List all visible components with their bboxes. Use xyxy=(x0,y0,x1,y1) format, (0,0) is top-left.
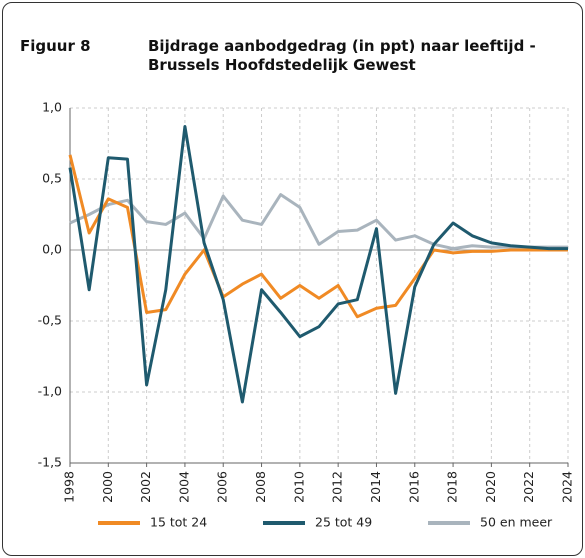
y-tick-label: 0,0 xyxy=(42,242,62,257)
x-tick-label: 1998 xyxy=(62,471,77,503)
x-tick-label: 2022 xyxy=(521,471,536,503)
x-tick-label: 2012 xyxy=(330,471,345,503)
x-tick-label: 2010 xyxy=(291,471,306,503)
x-tick-label: 2004 xyxy=(176,471,191,503)
legend-label: 25 tot 49 xyxy=(315,515,372,530)
x-tick-label: 2008 xyxy=(253,471,268,503)
x-tick-label: 2018 xyxy=(445,471,460,503)
y-tick-label: 0,5 xyxy=(42,171,62,186)
x-tick-label: 2006 xyxy=(215,471,230,503)
x-tick-label: 2024 xyxy=(560,471,575,503)
x-tick-label: 2020 xyxy=(483,471,498,503)
series-line xyxy=(68,154,568,319)
x-tick-label: 2014 xyxy=(368,471,383,503)
y-tick-label: 1,0 xyxy=(42,100,62,115)
series-line xyxy=(68,124,568,404)
legend-label: 50 en meer xyxy=(480,515,553,530)
y-tick-label: -0,5 xyxy=(38,313,62,328)
x-tick-label: 2002 xyxy=(138,471,153,503)
y-tick-label: -1,5 xyxy=(38,455,62,470)
chart-title: Bijdrage aanbodgedrag (in ppt) naar leef… xyxy=(148,37,536,74)
figure-label: Figuur 8 xyxy=(20,37,91,55)
legend-label: 15 tot 24 xyxy=(150,515,207,530)
series-line xyxy=(69,193,568,251)
x-tick-label: 2000 xyxy=(100,471,115,503)
y-tick-label: -1,0 xyxy=(38,384,62,399)
x-tick-label: 2016 xyxy=(406,471,421,503)
